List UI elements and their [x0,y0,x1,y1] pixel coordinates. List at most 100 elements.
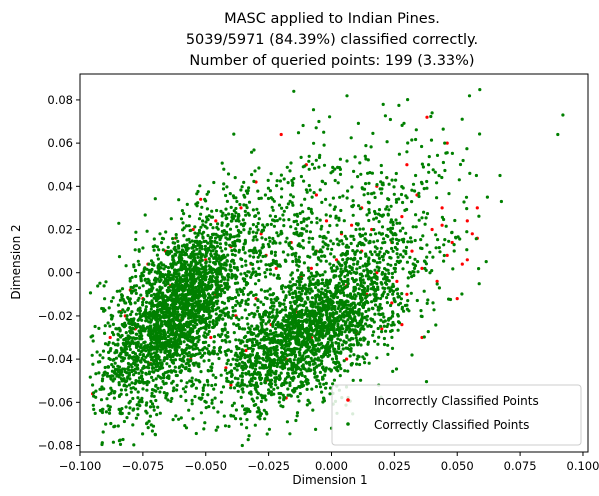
data-point-correct [209,239,213,243]
data-point-correct [305,229,309,233]
data-point-correct [191,417,195,421]
data-point-correct [147,271,151,275]
data-point-correct [176,244,181,248]
data-point-correct [141,300,145,304]
data-point-correct [321,305,325,309]
data-point-correct [182,331,186,336]
data-point-correct [311,247,315,251]
data-point-correct [130,323,135,327]
data-point-correct [165,392,169,396]
data-point-correct [180,326,184,330]
data-point-correct [360,320,364,324]
data-point-correct [152,405,156,409]
data-point-correct [291,195,295,199]
data-point-correct [263,380,267,384]
data-point-correct [233,253,237,257]
data-point-incorrect [475,206,479,210]
data-point-correct [385,301,389,305]
data-point-correct [298,283,302,287]
data-point-correct [118,409,122,413]
data-point-correct [125,353,129,357]
data-point-correct [265,268,269,272]
data-point-correct [318,273,322,277]
data-point-incorrect [440,206,444,210]
data-point-correct [201,354,205,358]
data-point-correct [203,421,207,425]
data-point-correct [355,339,359,343]
data-point-correct [162,382,166,386]
data-point-correct [243,407,247,411]
data-point-correct [386,262,390,266]
data-point-correct [129,390,133,394]
data-point-correct [146,348,151,352]
data-point-correct [213,246,217,250]
data-point-correct [232,386,237,390]
data-point-correct [343,300,348,304]
data-point-correct [110,369,114,373]
data-point-correct [288,300,292,305]
data-point-correct [309,288,313,292]
data-point-correct [291,378,295,382]
data-point-correct [93,324,97,329]
data-point-correct [136,366,140,371]
data-point-correct [211,226,215,230]
data-point-correct [187,292,191,296]
data-point-correct [134,341,138,345]
data-point-correct [252,327,256,331]
data-point-correct [177,417,181,421]
data-point-correct [314,311,318,315]
data-point-correct [331,382,335,386]
data-point-correct [187,224,191,228]
data-point-correct [337,281,341,285]
data-point-correct [120,333,124,338]
data-point-correct [283,308,288,312]
data-point-correct [320,287,324,291]
data-point-correct [316,356,320,360]
data-point-correct [164,314,168,318]
data-point-correct [227,299,231,303]
data-point-correct [346,189,350,193]
data-point-correct [179,379,183,383]
data-point-correct [241,387,245,391]
data-point-correct [206,368,210,373]
data-point-correct [358,272,362,276]
data-point-correct [206,383,210,387]
data-point-correct [259,412,263,416]
data-point-correct [336,260,340,264]
data-point-correct [246,330,250,335]
data-point-correct [338,338,342,342]
data-point-correct [354,336,358,340]
data-point-incorrect [465,219,469,223]
data-point-correct [359,343,363,347]
data-point-correct [145,294,149,298]
data-point-correct [181,305,185,309]
data-point-correct [116,338,120,342]
data-point-correct [161,329,165,333]
data-point-correct [136,407,140,411]
data-point-correct [323,270,327,274]
data-point-correct [212,340,216,344]
data-point-correct [346,318,350,322]
data-point-correct [192,254,196,258]
data-point-correct [168,326,172,330]
data-point-correct [268,306,273,310]
data-point-correct [171,254,175,258]
data-point-correct [112,396,116,400]
data-point-correct [309,220,314,224]
data-point-correct [328,214,332,218]
data-point-correct [294,251,298,255]
data-point-correct [355,267,359,271]
data-point-correct [353,315,357,319]
data-point-correct [265,359,269,363]
data-point-correct [199,263,203,267]
data-point-correct [213,396,217,400]
data-point-correct [198,184,202,188]
data-point-correct [248,327,252,331]
data-point-correct [123,370,127,374]
data-point-correct [160,363,164,367]
data-point-correct [193,325,197,329]
data-point-correct [203,244,207,248]
data-point-correct [338,327,342,331]
data-point-correct [366,324,370,328]
data-point-correct [152,359,156,363]
